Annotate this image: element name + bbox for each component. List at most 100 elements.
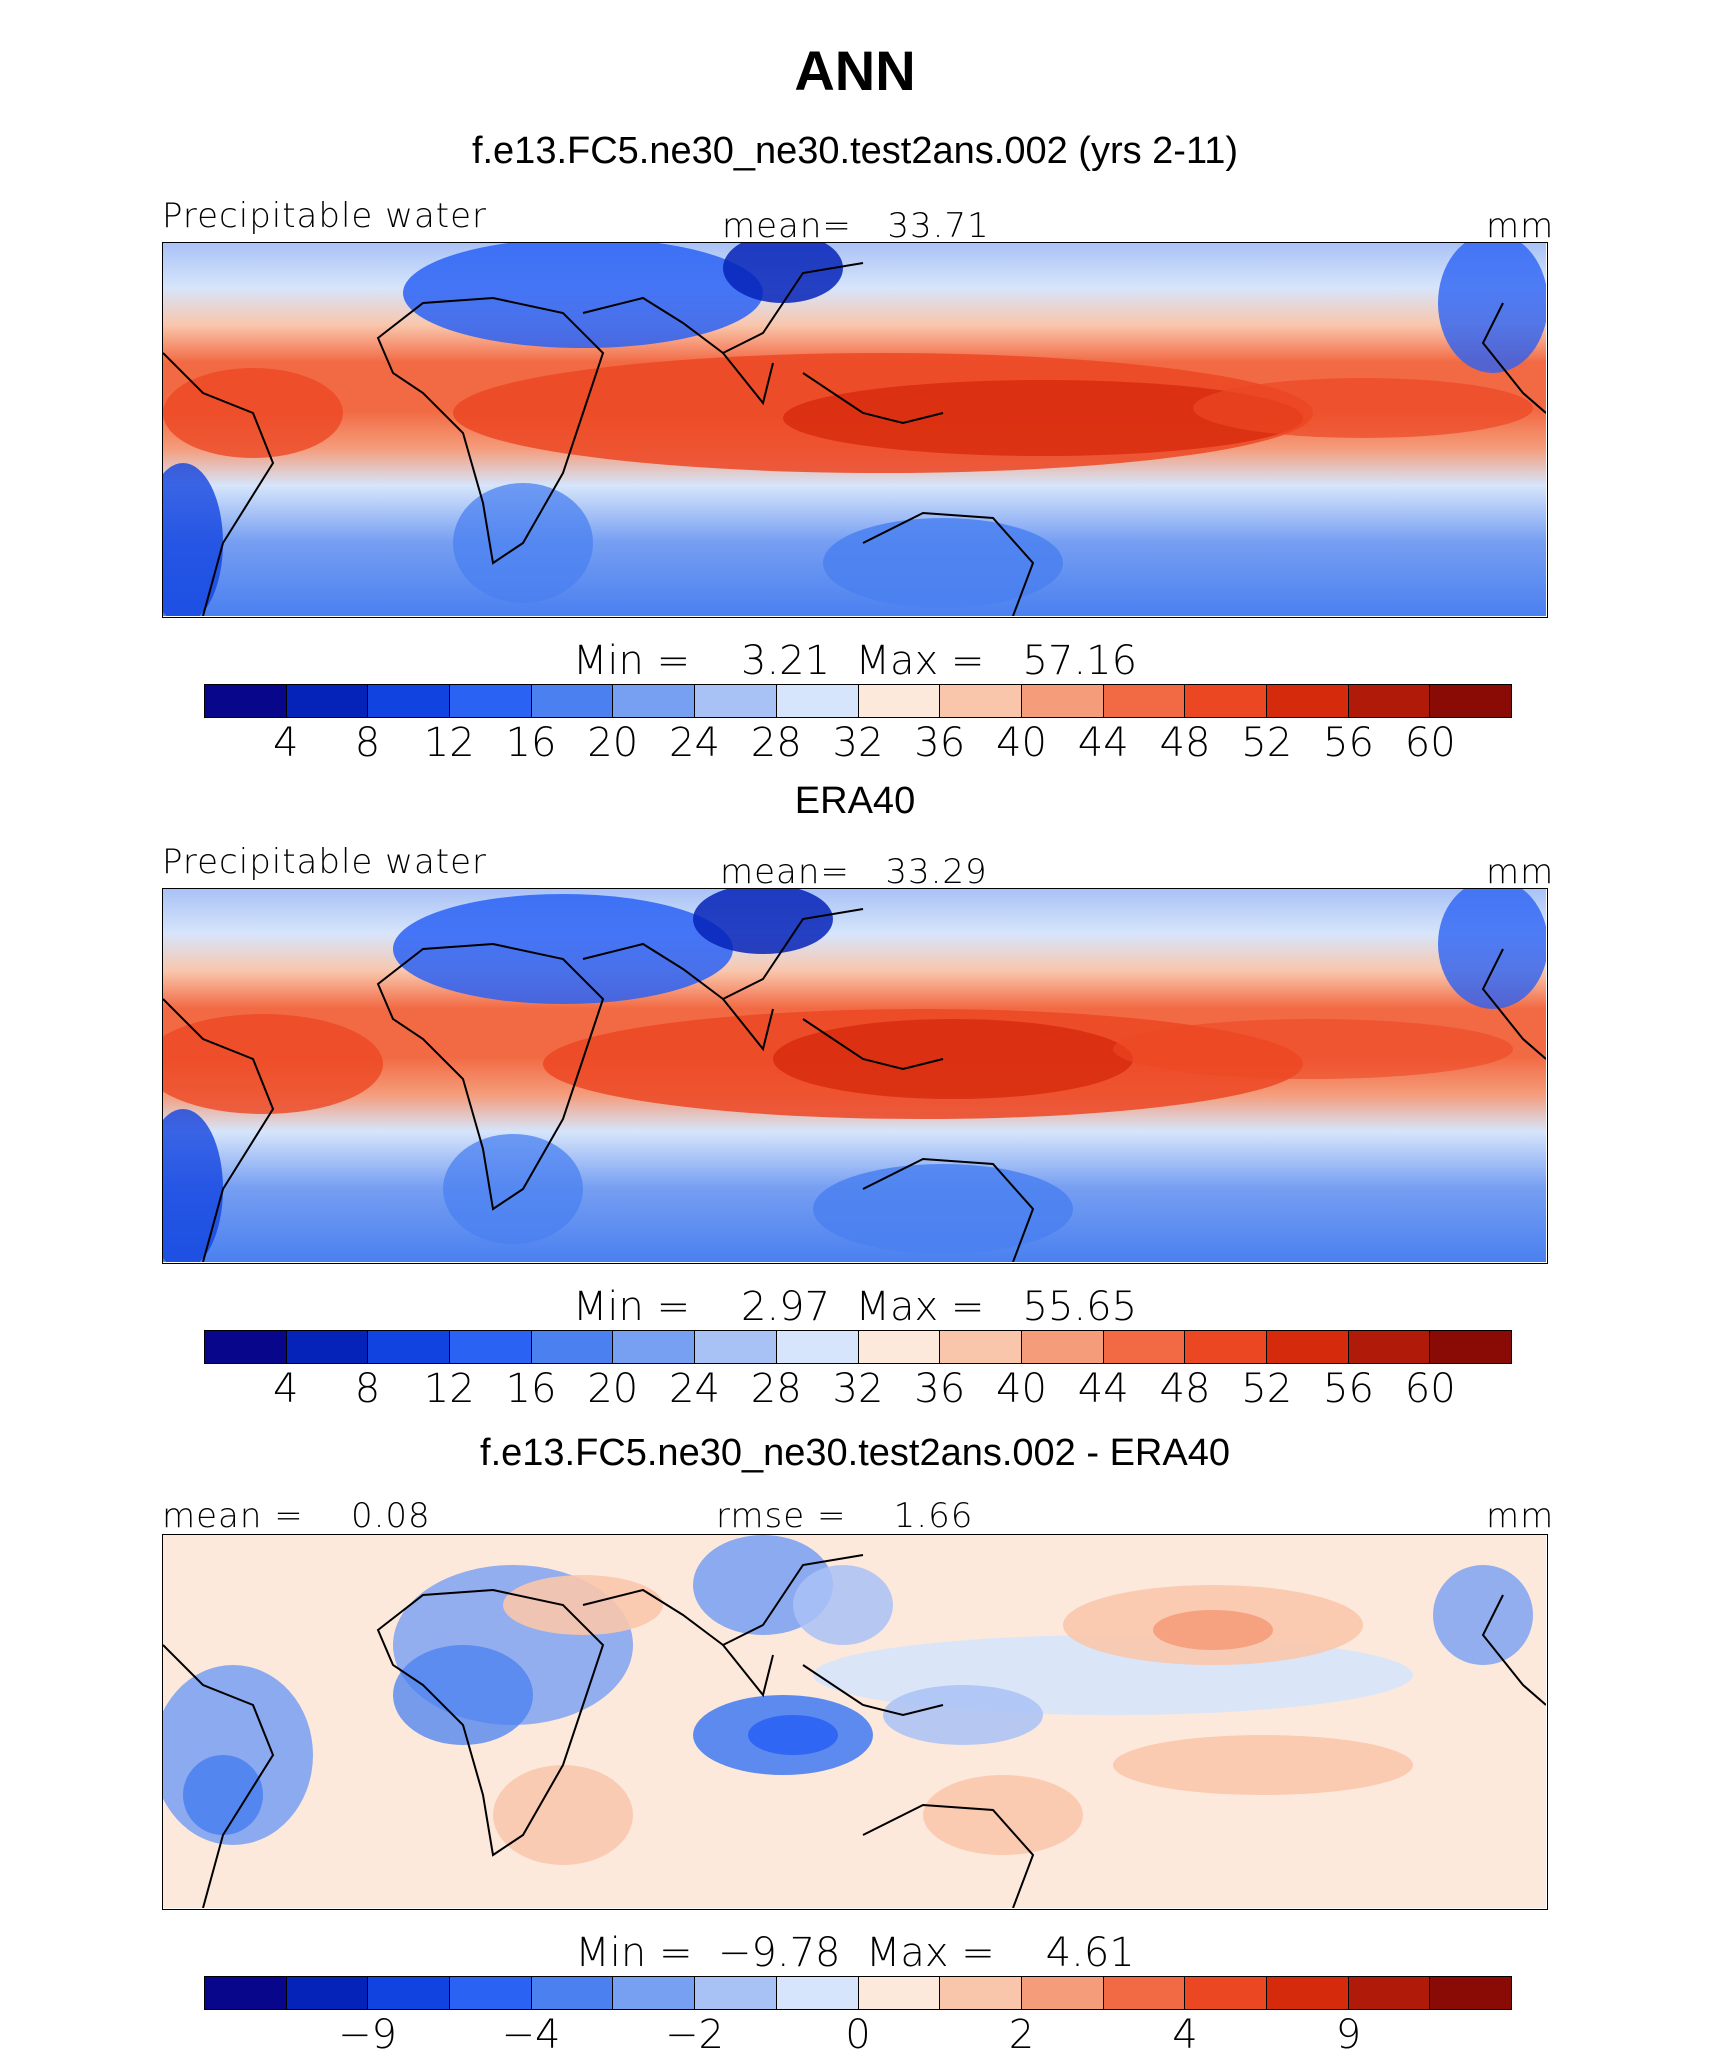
colorbar-swatch [450,1977,532,2009]
colorbar-swatch [1021,1331,1104,1363]
colorbar-swatch [776,685,859,717]
colorbar-swatch [1348,685,1431,717]
colorbar-tick-label: 0 [845,2012,871,2058]
colorbar-tick-label: 4 [273,720,299,766]
mean-label-obs: mean= 33.29 [720,852,988,892]
colorbar-tick-label: 4 [1172,2012,1198,2058]
colorbar-tick-label: 56 [1323,1366,1374,1412]
colorbar-swatch [368,1977,451,2009]
colorbar-swatch [776,1331,859,1363]
colorbar-tick-label: 16 [505,1366,557,1412]
mean-label-model: mean= 33.71 [722,206,990,246]
variable-label-obs: Precipitable water [162,842,488,882]
colorbar-swatch [776,1977,859,2009]
colorbar-swatch [940,1331,1022,1363]
panel-title-obs: ERA40 [794,780,916,822]
colorbar-swatch [613,685,696,717]
colorbar-swatch [1348,1331,1431,1363]
minmax-model: Min = 3.21 Max = 57.16 [572,638,1138,684]
colorbar-swatch [695,1977,777,2009]
panel-title-diff: f.e13.FC5.ne30_ne30.test2ans.002 - ERA40 [480,1432,1230,1474]
colorbar-tick-label: 28 [750,1366,802,1412]
colorbar-tick-label: 36 [914,1366,966,1412]
colorbar-tick-label: 44 [1077,1366,1129,1412]
colorbar-swatch [940,685,1022,717]
colorbar-ticks-diff: −9 −4 −2 0 2 4 9 [204,2012,1512,2058]
colorbar-tick-label: 9 [1335,2012,1362,2058]
colorbar-tick-label: 52 [1241,720,1293,766]
colorbar-swatch [858,1977,941,2009]
colorbar-ticks-model: 4 8 12 16 20 24 28 32 36 40 44 48 52 56 60 [204,720,1512,766]
map-obs-field [163,889,1546,1262]
colorbar-diff [204,1976,1512,2010]
units-label-model: mm [1486,206,1555,246]
colorbar-swatch [1266,685,1349,717]
variable-label-model: Precipitable water [162,196,488,236]
colorbar-tick-label: 40 [996,1366,1047,1412]
colorbar-swatch [531,1977,614,2009]
minmax-diff: Min = −9.78 Max = 4.61 [575,1930,1135,1976]
map-obs [162,888,1548,1264]
colorbar-swatch [695,685,777,717]
colorbar-swatch [450,685,532,717]
colorbar-swatch [1021,1977,1104,2009]
colorbar-swatch [368,1331,451,1363]
colorbar-swatch [1430,1331,1511,1363]
colorbar-swatch [1103,1977,1186,2009]
colorbar-tick-label: −4 [501,2012,561,2058]
colorbar-swatch [940,1977,1022,2009]
colorbar-tick-label: 8 [354,1366,381,1412]
colorbar-swatch [531,1331,614,1363]
colorbar-tick-label: −2 [665,2012,724,2058]
colorbar-swatch [1348,1977,1431,2009]
map-model-field [163,243,1546,616]
colorbar-swatch [450,1331,532,1363]
colorbar-swatch [368,685,451,717]
colorbar-swatch [613,1977,696,2009]
colorbar-tick-label: 20 [587,1366,639,1412]
colorbar-tick-label: 36 [914,720,966,766]
colorbar-tick-label: 28 [750,720,802,766]
colorbar-tick-label: 48 [1159,720,1211,766]
colorbar-tick-label: 16 [505,720,557,766]
colorbar-swatch [205,685,287,717]
colorbar-swatch [1266,1331,1349,1363]
map-model [162,242,1548,618]
colorbar-swatch [695,1331,777,1363]
panel-title-model: f.e13.FC5.ne30_ne30.test2ans.002 (yrs 2-… [471,130,1239,172]
colorbar-swatch [1430,1977,1511,2009]
colorbar-tick-label: 60 [1404,1366,1456,1412]
colorbar-tick-label: 20 [587,720,639,766]
colorbar-swatch [858,1331,941,1363]
colorbar-tick-label: 2 [1008,2012,1035,2058]
colorbar-model [204,684,1512,718]
colorbar-ticks-obs: 4 8 12 16 20 24 28 32 36 40 44 48 52 56 60 [204,1366,1512,1412]
units-label-diff: mm [1486,1496,1555,1536]
colorbar-swatch [286,1977,369,2009]
colorbar-tick-label: 4 [273,1366,299,1412]
colorbar-tick-label: 40 [996,720,1047,766]
mean-label-diff: mean = 0.08 [162,1496,431,1536]
units-label-obs: mm [1486,852,1555,892]
colorbar-tick-label: 48 [1159,1366,1211,1412]
colorbar-obs [204,1330,1512,1364]
colorbar-tick-label: 44 [1077,720,1129,766]
minmax-obs: Min = 2.97 Max = 55.65 [572,1284,1138,1330]
colorbar-tick-label: 24 [669,720,720,766]
colorbar-tick-label: 32 [832,1366,884,1412]
colorbar-tick-label: 56 [1323,720,1374,766]
colorbar-tick-label: 52 [1241,1366,1293,1412]
colorbar-swatch [205,1331,287,1363]
colorbar-swatch [1430,685,1511,717]
colorbar-swatch [1103,685,1186,717]
colorbar-swatch [858,685,941,717]
colorbar-swatch [205,1977,287,2009]
colorbar-swatch [1021,685,1104,717]
colorbar-tick-label: 12 [423,720,475,766]
colorbar-swatch [1266,1977,1349,2009]
rmse-label-diff: rmse = 1.66 [716,1496,974,1536]
colorbar-tick-label: 12 [423,1366,475,1412]
colorbar-swatch [1185,685,1267,717]
colorbar-tick-label: −9 [338,2012,397,2058]
colorbar-tick-label: 60 [1404,720,1456,766]
